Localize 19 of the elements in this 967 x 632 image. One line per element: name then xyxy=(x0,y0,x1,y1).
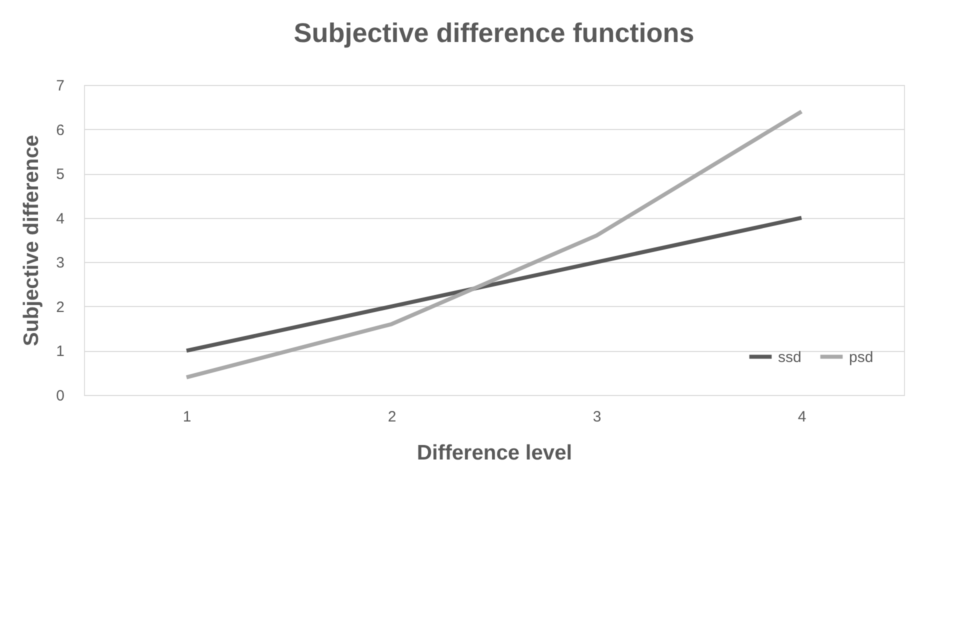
y-axis-title: Subjective difference xyxy=(20,134,44,346)
y-tick-label: 4 xyxy=(56,210,64,228)
x-tick-label: 4 xyxy=(798,408,806,426)
y-tick-label: 7 xyxy=(56,78,64,94)
x-axis-title: Difference level xyxy=(416,442,572,464)
x-tick-label: 3 xyxy=(592,408,602,426)
chart-title: Subjective difference functions xyxy=(294,18,694,48)
x-tick-label: 2 xyxy=(388,408,396,426)
line-series xyxy=(184,216,804,353)
y-tick-label: 0 xyxy=(56,388,64,404)
legend-label: ssd xyxy=(778,348,802,366)
legend-label: psd xyxy=(849,348,874,366)
y-tick-label: 6 xyxy=(56,122,64,139)
y-tick-label: 3 xyxy=(56,254,64,272)
y-tick-label: 2 xyxy=(56,298,64,316)
x-tick-label: 1 xyxy=(182,408,192,426)
y-tick-label: 5 xyxy=(56,166,64,184)
y-tick-label: 1 xyxy=(56,343,64,360)
line-series xyxy=(184,110,804,380)
